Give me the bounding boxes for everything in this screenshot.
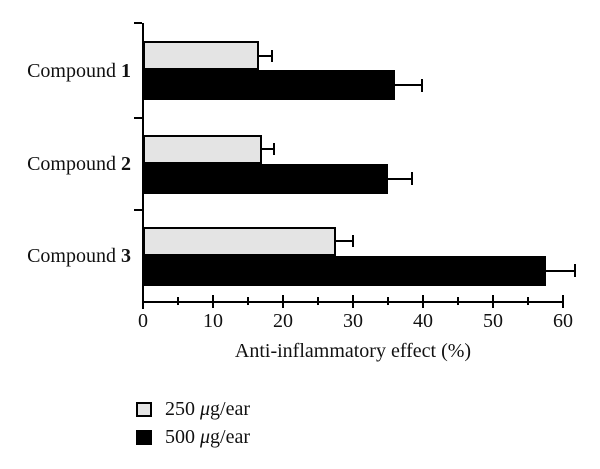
legend-mu: μ [200, 425, 211, 448]
category-label-compound-1: Compound 1 [0, 57, 131, 85]
y-axis-group-tick [134, 209, 142, 211]
legend-item-500ug: 500 μg/ear [136, 423, 250, 451]
x-tick-label: 30 [343, 310, 363, 332]
x-axis-minor-tick [247, 297, 249, 305]
x-axis-minor-tick [527, 297, 529, 305]
legend-unit: g/ear [210, 425, 251, 448]
x-axis-major-tick [282, 295, 284, 308]
x-tick-label: 60 [553, 310, 573, 332]
legend-mu: μ [200, 397, 211, 420]
bar-compound-3-500ug [143, 255, 546, 286]
x-tick-label: 10 [203, 310, 223, 332]
error-line-compound-1-500ug [395, 84, 423, 86]
x-axis-minor-tick [457, 297, 459, 305]
x-tick-label: 0 [138, 310, 148, 332]
x-axis-minor-tick [387, 297, 389, 305]
error-line-compound-2-250ug [262, 148, 275, 150]
x-axis-minor-tick [177, 297, 179, 305]
bar-compound-2-250ug [143, 134, 262, 164]
x-tick-label: 20 [273, 310, 293, 332]
legend: 250 μg/ear 500 μg/ear [136, 395, 250, 451]
legend-item-250ug: 250 μg/ear [136, 395, 250, 423]
x-tick-label: 50 [483, 310, 503, 332]
category-number: 3 [121, 245, 131, 267]
error-cap-compound-2-500ug [411, 172, 414, 185]
x-axis-major-tick [212, 295, 214, 308]
x-axis-major-tick [492, 295, 494, 308]
category-label-compound-3: Compound 3 [0, 242, 131, 270]
category-number: 1 [121, 59, 131, 82]
legend-swatch-500ug [136, 429, 152, 445]
x-axis-major-tick [422, 295, 424, 308]
bar-compound-3-250ug [143, 226, 336, 256]
x-axis-minor-tick [317, 297, 319, 305]
category-word: Compound [27, 153, 121, 175]
error-cap-compound-1-500ug [421, 78, 423, 92]
x-axis-title: Anti-inflammatory effect (%) [234, 340, 472, 362]
y-axis-group-tick [134, 22, 142, 24]
bar-compound-1-250ug [143, 41, 259, 70]
error-line-compound-3-500ug [545, 269, 577, 272]
bar-compound-2-500ug [143, 163, 388, 194]
y-axis-line [142, 23, 144, 309]
error-cap-compound-2-250ug [272, 143, 275, 155]
category-label-compound-2: Compound 2 [0, 150, 131, 178]
error-line-compound-1-250ug [258, 54, 273, 57]
legend-swatch-250ug [136, 401, 152, 417]
category-word: Compound [27, 245, 121, 267]
x-tick-label: 40 [413, 310, 433, 332]
legend-unit: g/ear [210, 397, 251, 420]
legend-label: 250 μg/ear [165, 398, 250, 421]
x-axis-major-tick [352, 295, 354, 308]
x-axis-major-tick [562, 295, 564, 308]
bar-compound-1-500ug [143, 70, 395, 100]
error-line-compound-3-250ug [335, 240, 354, 242]
error-line-compound-2-500ug [388, 177, 414, 180]
legend-label: 500 μg/ear [165, 426, 250, 449]
legend-amount: 250 [165, 397, 200, 420]
error-cap-compound-1-250ug [270, 49, 273, 62]
y-axis-group-tick [134, 117, 142, 119]
error-cap-compound-3-250ug [351, 235, 354, 247]
legend-amount: 500 [165, 425, 200, 448]
error-cap-compound-3-500ug [574, 264, 577, 277]
category-word: Compound [27, 59, 121, 82]
category-number: 2 [121, 153, 131, 175]
